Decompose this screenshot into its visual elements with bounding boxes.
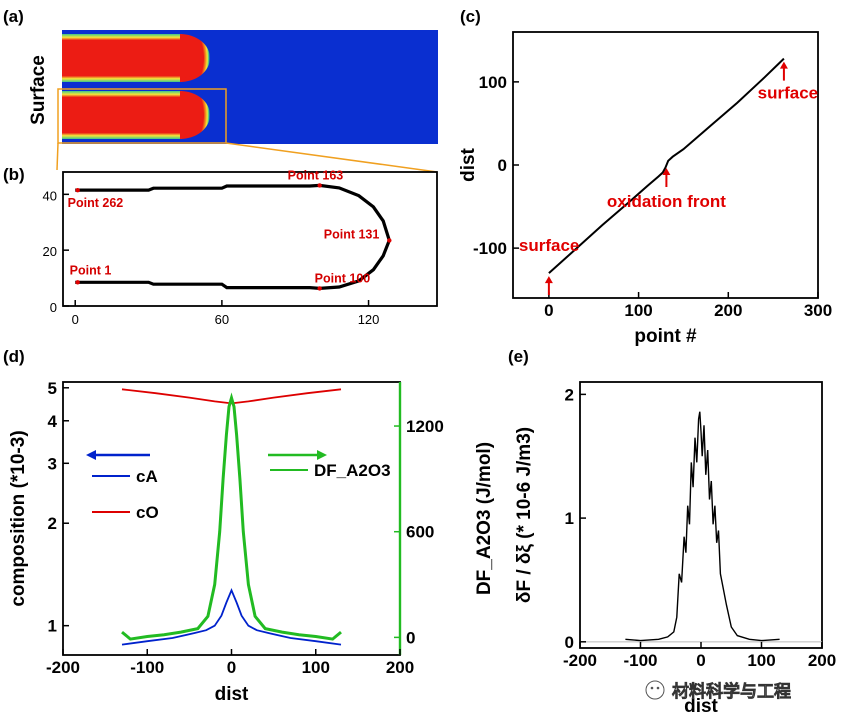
panel-d-frame [62,381,401,656]
wechat-icon-eye-left [650,686,654,690]
annotation-arrowhead [779,61,788,69]
upper-particle-cap-inner [180,38,204,78]
boundary-upper [75,183,391,241]
panel-b-ytick-label: 0 [50,300,57,315]
panel-c-ylabel: dist [458,147,479,181]
panel-label-d: (d) [3,347,25,366]
annotation-label: oxidation front [607,192,726,211]
panel-c-ytick-label: -100 [473,239,507,258]
panel-b-xtick-label: 0 [72,312,79,327]
panel-b-xtick-label: 120 [358,312,380,327]
panel-d-xtick-label: 100 [302,658,330,677]
zoom-box [57,88,227,144]
panel-c-xtick-label: 100 [624,301,652,320]
panel-e-xtick-label: -200 [563,651,597,670]
panel-d-xlabel: dist [215,684,249,705]
watermark-text: 材料科学与工程 [672,681,791,701]
panel-e-line [625,411,780,642]
panel-e-xtick-label: -100 [623,651,657,670]
panel-d-xtick-label: 200 [386,658,414,677]
annotation-arrowhead [544,276,553,284]
upper-particle-body [62,34,182,82]
point-label: Point 131 [324,227,380,241]
lower-particle-body [62,91,182,139]
panel-b-ytick-label: 20 [43,244,57,259]
arrow-left-head [86,450,96,460]
point-label: Point 163 [288,168,344,182]
annotation-arrowhead [662,168,671,175]
zoom-line-left [56,142,59,171]
panel-label-b: (b) [3,165,25,184]
wechat-icon-eye-right [656,686,660,690]
boundary-lower [75,239,391,291]
panel-a-image [56,30,438,173]
annotation-label: surface [519,236,579,255]
panel-d-ytick-right-label: 600 [406,523,434,542]
panel-c-xtick-label: 200 [714,301,742,320]
panel-label-a: (a) [3,7,24,26]
arrow-right-head [317,450,327,460]
panel-e-ytick-label: 1 [565,509,574,528]
panel-d-xtick-label: -200 [46,658,80,677]
panel-d-ytick-label: 4 [48,412,58,431]
point-marker [75,280,80,285]
panel-d-ytick-label: 2 [48,514,57,533]
panel-e-chart: -200 -100 0 100 200 0 1 2 dist δF / δξ (* 10-6 J/… [514,381,836,717]
panel-e-ylabel: δF / δξ (* 10-6 J/m3) [514,427,535,603]
panel-c-chart: 0 100 200 300 -100 0 100 point # dist surface oxid… [458,31,832,347]
panel-d-ytick-label: 1 [48,617,57,636]
wechat-icon [645,680,665,700]
panel-b-xtick-label: 60 [215,312,229,327]
panel-e-ytick-label: 0 [565,633,574,652]
lower-particle-cap-inner [180,95,204,135]
zoom-line-right [225,142,438,173]
point-marker [317,286,322,291]
panel-d-xtick-label: 0 [227,658,236,677]
point-marker [317,183,322,188]
panel-c-ytick-label: 100 [479,73,507,92]
legend-label: cO [136,503,159,522]
panel-d-ylabel-right: DF_A2O3 (J/mol) [474,442,495,595]
point-label: Point 1 [70,263,112,277]
point-marker [75,187,80,193]
panel-e-xtick-label: 100 [747,651,775,670]
panel-b-chart: 0 60 120 0 20 40 Point 1 Point 100 Point 131 Poin… [43,168,438,327]
point-label: Point 100 [315,271,371,285]
panel-c-xlabel: point # [634,326,697,347]
panel-label-e: (e) [508,347,529,366]
panel-d-line-DF_A2O3 [121,392,342,641]
panel-e-xtick-label: 0 [696,651,705,670]
point-marker [387,238,392,243]
panel-d-ytick-label: 3 [48,454,57,473]
panel-c-ytick-label: 0 [498,156,507,175]
panel-d-line-cO [121,388,342,405]
legend-label: cA [136,467,158,486]
panel-c-xtick-label: 0 [544,301,553,320]
panel-d-ytick-label: 5 [48,379,57,398]
panel-label-c: (c) [460,7,481,26]
panel-d-ytick-right-label: 0 [406,628,415,647]
panel-d-line-cA [121,587,342,646]
panel-d-xtick-label: -100 [130,658,164,677]
panel-c-xtick-label: 300 [804,301,832,320]
panel-d-ylabel: composition (*10-3) [8,430,29,606]
panel-e-xlabel: dist [684,696,718,717]
panel-e-ytick-label: 2 [565,385,574,404]
watermark: 材料科学与工程 [645,680,791,701]
legend-label: DF_A2O3 [314,461,391,480]
panel-b-ytick-label: 40 [43,188,57,203]
panel-a-ylabel: Surface [28,55,49,125]
panel-d-chart: -200 -100 0 100 200 1 2 3 4 5 0 600 1200 dist composit… [8,379,495,705]
panel-c-line [548,57,785,274]
annotation-label: surface [758,84,818,103]
point-label: Point 262 [68,196,124,210]
panel-b-frame [62,171,438,307]
panel-e-xtick-label: 200 [808,651,836,670]
panel-d-ytick-right-label: 1200 [406,417,444,436]
